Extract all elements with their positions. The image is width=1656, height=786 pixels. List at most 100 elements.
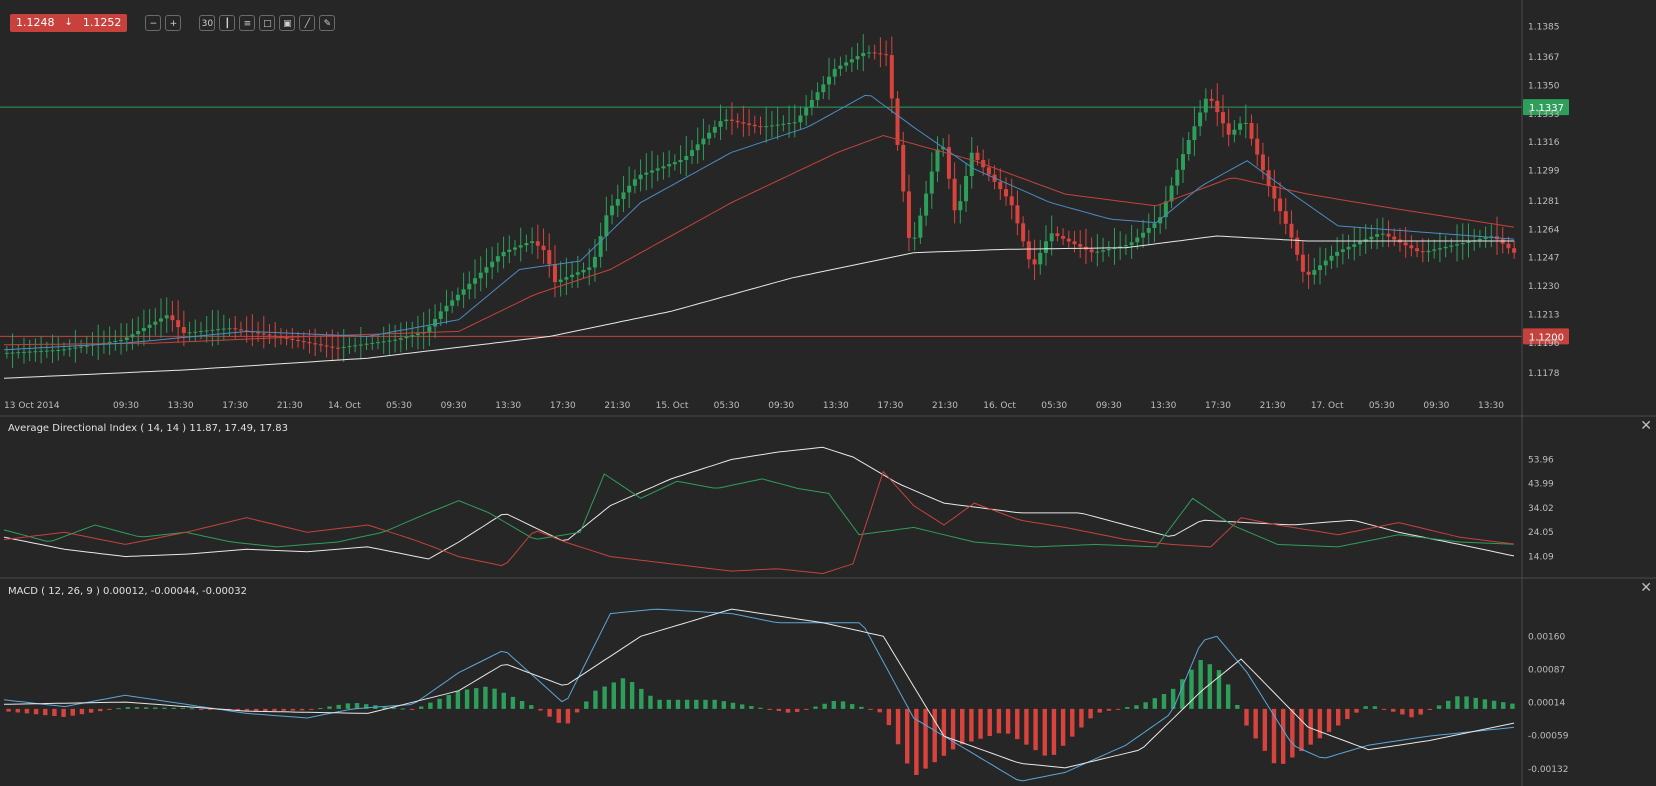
template-icon[interactable]: □: [259, 15, 276, 31]
x-tick-label: 13:30: [1478, 401, 1504, 411]
macd-histogram-bar: [785, 708, 791, 713]
candle-body: [296, 339, 301, 342]
adx-series-line: [3, 470, 1515, 575]
macd-histogram-bar: [1464, 696, 1469, 709]
candle-body: [450, 300, 455, 306]
adx-panel: 53.96 43.99 34.02 24.05 14.09 Average Directi…: [3, 423, 1554, 575]
timeframe-30-icon[interactable]: 30: [199, 15, 216, 31]
macd-histogram-bar: [1280, 708, 1286, 764]
macd-histogram-bar: [1097, 708, 1102, 713]
macd-histogram-bar: [281, 708, 286, 711]
x-tick-label: 09:30: [441, 401, 467, 411]
candle-body: [79, 346, 84, 348]
candle-body: [1158, 217, 1163, 224]
draw-icon[interactable]: ╱: [299, 15, 316, 31]
macd-histogram-bar: [107, 708, 112, 710]
candle-body: [1466, 241, 1471, 243]
candle-body: [1260, 154, 1265, 171]
macd-histogram-bar: [52, 708, 57, 717]
macd-histogram-bar: [235, 708, 241, 712]
price-level-label: 1.1200: [1529, 332, 1564, 343]
candle-body: [398, 338, 403, 340]
macd-histogram-bar: [978, 708, 983, 739]
macd-histogram-bar: [79, 708, 85, 715]
candle-body: [678, 160, 683, 163]
price-tick-label: 1.1385: [1528, 23, 1560, 33]
candle-body: [67, 348, 72, 350]
candle-body: [570, 274, 575, 278]
candle-body: [21, 351, 26, 353]
macd-histogram-bar: [629, 682, 635, 709]
close-adx-icon[interactable]: ✕: [1640, 418, 1652, 434]
macd-histogram-bar: [1427, 708, 1433, 710]
macd-histogram-bar: [1372, 706, 1378, 709]
draw-settings-icon[interactable]: ✎: [319, 15, 336, 31]
macd-histogram-bar: [1400, 708, 1405, 715]
price-tick-label: 1.1281: [1528, 197, 1560, 207]
macd-histogram-bar: [1262, 708, 1268, 751]
macd-histogram-bar: [1024, 708, 1029, 745]
candle-body: [1352, 244, 1357, 247]
macd-histogram-bar: [923, 708, 928, 769]
macd-histogram-bar: [33, 708, 39, 715]
macd-histogram-bar: [813, 706, 818, 709]
adx-series-line: [3, 446, 1515, 560]
macd-histogram-bar: [474, 688, 479, 709]
macd-histogram-bar: [556, 708, 561, 723]
price-panel: 1.1337 1.1200 1.1385 1.1367 1.1350 1.1333 1.13…: [0, 23, 1569, 411]
macd-histogram-bar: [336, 704, 341, 709]
macd-series-line: [3, 608, 1515, 782]
candle-body: [672, 162, 677, 165]
candle-body: [1026, 241, 1031, 260]
quote-box[interactable]: 1.1248 ↓ 1.1252: [10, 14, 128, 32]
macd-histogram-bar: [1125, 707, 1130, 709]
candle-body: [929, 171, 934, 194]
candle-body: [381, 341, 386, 343]
macd-histogram-bar: [1299, 708, 1304, 752]
candle-body: [884, 54, 889, 56]
macd-histogram-bar: [501, 692, 506, 709]
ema-slow-line: [3, 134, 1515, 346]
candle-body: [815, 92, 820, 100]
macd-histogram-bar: [675, 699, 681, 709]
candle-body: [198, 331, 203, 333]
candle-body: [4, 352, 9, 354]
candle-body: [1249, 122, 1254, 139]
candle-body: [507, 249, 512, 252]
candle-body: [307, 342, 312, 344]
macd-histogram-bar: [510, 696, 516, 709]
macd-histogram-bar: [1216, 670, 1222, 709]
macd-histogram-bar: [483, 686, 488, 709]
candle-body: [1420, 251, 1425, 253]
price-tick-label: 1.1178: [1528, 369, 1560, 379]
indicators-icon[interactable]: ≡: [239, 15, 256, 31]
bar-style-icon[interactable]: ┃: [219, 15, 236, 31]
x-tick-label: 05:30: [714, 401, 740, 411]
adx-tick-label: 24.05: [1528, 528, 1554, 538]
macd-histogram-bar: [941, 708, 947, 756]
macd-histogram-bar: [492, 688, 497, 709]
screenshot-icon[interactable]: ▣: [279, 15, 296, 31]
price-tick-label: 1.1247: [1528, 254, 1560, 264]
price-level-badge: [1523, 328, 1569, 345]
macd-histogram-bar: [180, 707, 186, 709]
macd-histogram-bar: [162, 707, 167, 709]
macd-histogram-bar: [776, 708, 782, 711]
zoom-out-icon[interactable]: −: [145, 15, 162, 31]
candle-body: [946, 147, 951, 179]
candle-body: [336, 347, 341, 349]
macd-histogram-bar: [849, 704, 855, 709]
zoom-in-icon[interactable]: +: [165, 15, 182, 31]
candle-body: [1346, 246, 1351, 250]
price-tick-label: 1.1299: [1528, 167, 1560, 177]
candle-body: [650, 170, 655, 173]
candle-body: [1049, 233, 1054, 242]
candle-body: [598, 236, 603, 257]
price-tick-label: 1.1264: [1528, 225, 1560, 235]
macd-histogram-bar: [189, 708, 195, 710]
candle-body: [1163, 201, 1168, 218]
close-macd-icon[interactable]: ✕: [1640, 580, 1652, 596]
candle-body: [170, 315, 175, 321]
macd-histogram-bar: [1446, 700, 1451, 709]
macd-histogram-bar: [1482, 699, 1488, 709]
